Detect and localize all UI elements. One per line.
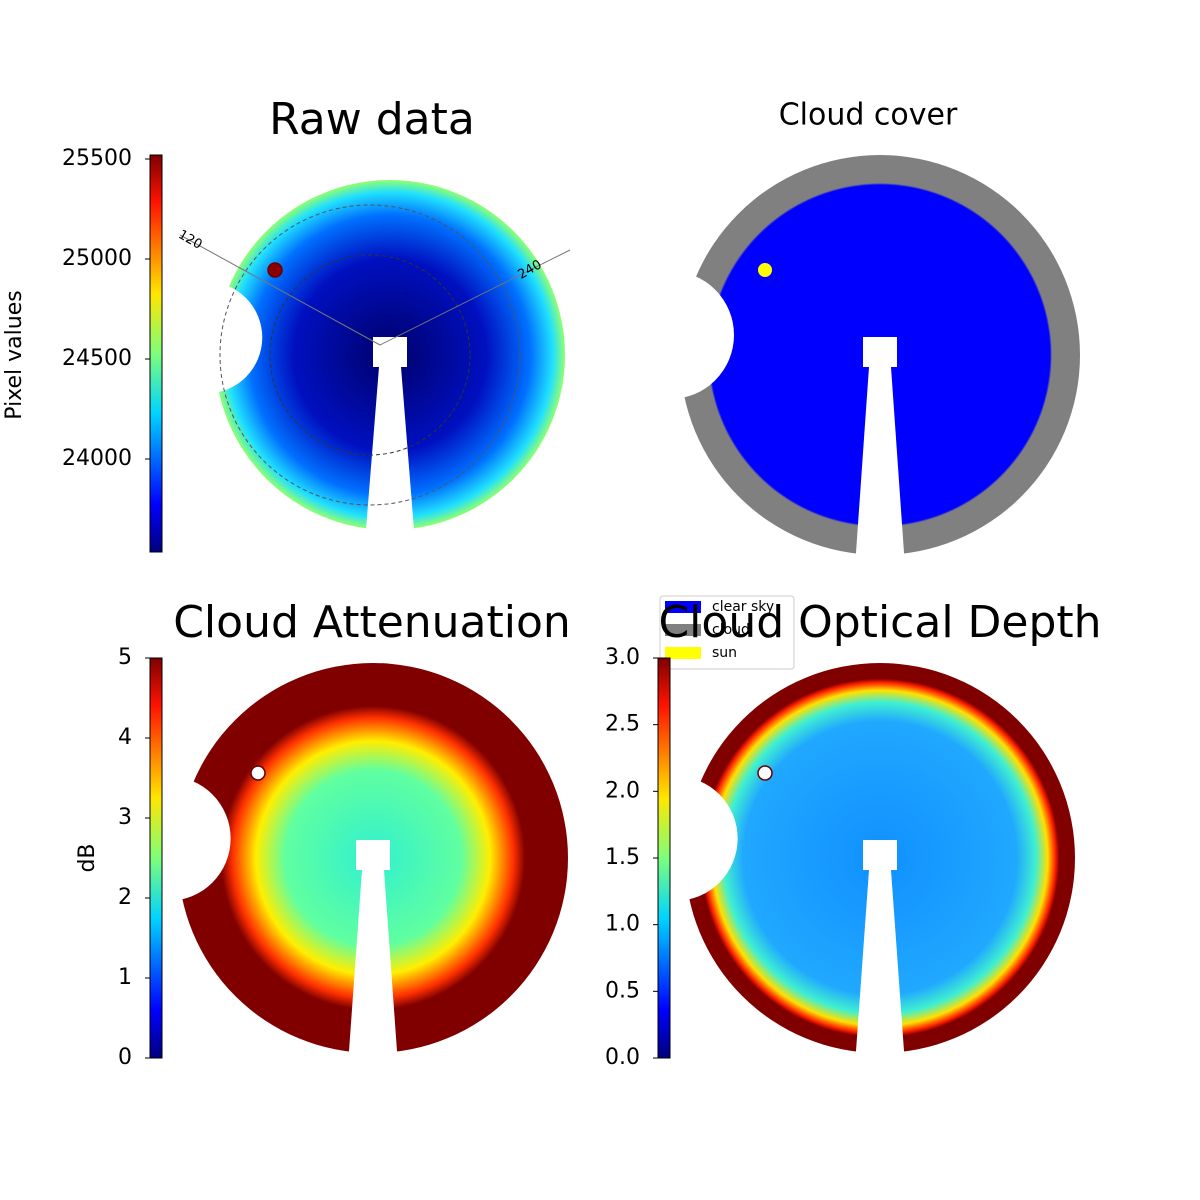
panel: 0 1 2 3 4 5 dB <box>75 645 568 1070</box>
panel: 0.0 0.5 1.0 1.5 2.0 2.5 3.0 <box>605 645 1075 1070</box>
sun <box>757 765 773 781</box>
mast <box>348 840 398 1065</box>
colorbar-tick-label: 3.0 <box>605 645 640 670</box>
legend-label: sun <box>712 645 737 661</box>
mast <box>855 337 905 567</box>
colorbar-tick-label: 0.5 <box>605 978 640 1003</box>
legend-swatch <box>665 624 701 636</box>
colorbar-tick-label: 5 <box>118 645 132 670</box>
colorbar-tick-label: 1 <box>118 965 132 990</box>
colorbar-tick-label: 2.0 <box>605 778 640 803</box>
panel-title: Cloud Attenuation <box>173 597 571 648</box>
legend-swatch <box>665 647 701 659</box>
occlusion <box>150 281 263 394</box>
mast <box>855 840 905 1065</box>
polar-ring <box>219 204 521 506</box>
colorbar-tick-label: 2.5 <box>605 712 640 737</box>
panel <box>606 155 1080 567</box>
colorbar-tick-label: 25500 <box>62 146 132 171</box>
legend: clear sky cloud sun <box>659 595 795 670</box>
colorbar-tick-label: 2 <box>118 885 132 910</box>
colorbar-tick-label: 24000 <box>62 446 132 471</box>
colorbar-tick-label: 4 <box>118 725 132 750</box>
colorbar-tick-label: 1.5 <box>605 845 640 870</box>
sun <box>267 262 283 278</box>
colorbar-tick-label: 0.0 <box>605 1045 640 1070</box>
colorbar-label: Pixel values <box>2 290 27 419</box>
occlusion <box>105 776 231 901</box>
legend-label: clear sky <box>712 599 774 615</box>
colorbar-tick-label: 25000 <box>62 246 132 271</box>
sun <box>758 263 772 277</box>
mast <box>365 337 415 542</box>
sun <box>250 765 266 781</box>
legend-label: cloud <box>712 622 750 638</box>
colorbar-tick-label: 24500 <box>62 346 132 371</box>
polar-tick-label: 120 <box>175 227 204 252</box>
colorbar-label: dB <box>75 843 100 872</box>
occlusion <box>612 776 738 901</box>
polar-spoke <box>179 234 381 346</box>
legend-swatch <box>665 601 701 613</box>
colorbar-tick-label: 1.0 <box>605 912 640 937</box>
panel-title: Cloud cover <box>779 98 958 133</box>
colorbar-tick-label: 0 <box>118 1045 132 1070</box>
panel-title: Cloud Optical Depth <box>658 597 1101 648</box>
polar-ring <box>269 254 471 456</box>
colorbar <box>149 154 163 553</box>
colorbar <box>657 657 671 1059</box>
panel-title: Raw data <box>269 94 475 145</box>
polar-spoke <box>379 249 571 346</box>
occlusion <box>606 271 734 399</box>
colorbar <box>149 657 163 1059</box>
colorbar-tick-label: 3 <box>118 805 132 830</box>
